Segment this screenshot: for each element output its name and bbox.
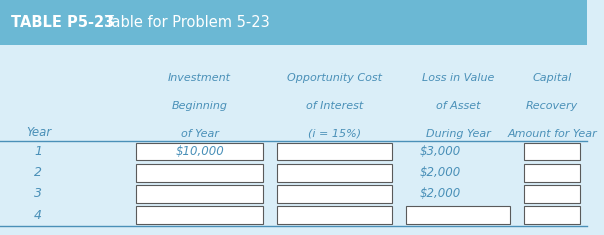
Text: $2,000: $2,000 <box>420 187 461 200</box>
Text: of Interest: of Interest <box>306 101 364 111</box>
FancyBboxPatch shape <box>0 0 587 45</box>
FancyBboxPatch shape <box>524 164 580 182</box>
FancyBboxPatch shape <box>137 164 263 182</box>
Text: Loss in Value: Loss in Value <box>422 73 494 83</box>
Text: Beginning: Beginning <box>172 101 228 111</box>
FancyBboxPatch shape <box>137 185 263 203</box>
Text: 2: 2 <box>34 166 42 179</box>
Text: $3,000: $3,000 <box>420 145 461 158</box>
Text: 4: 4 <box>34 208 42 222</box>
FancyBboxPatch shape <box>277 143 392 161</box>
Text: Year: Year <box>27 126 52 139</box>
FancyBboxPatch shape <box>524 143 580 161</box>
Text: TABLE P5-23: TABLE P5-23 <box>10 15 114 30</box>
FancyBboxPatch shape <box>277 206 392 224</box>
FancyBboxPatch shape <box>137 143 263 161</box>
FancyBboxPatch shape <box>277 185 392 203</box>
FancyBboxPatch shape <box>524 185 580 203</box>
FancyBboxPatch shape <box>277 164 392 182</box>
Text: of Year: of Year <box>181 129 219 139</box>
Text: During Year: During Year <box>426 129 490 139</box>
Text: $2,000: $2,000 <box>420 166 461 179</box>
Text: Amount for Year: Amount for Year <box>507 129 597 139</box>
Text: 3: 3 <box>34 187 42 200</box>
FancyBboxPatch shape <box>524 206 580 224</box>
FancyBboxPatch shape <box>0 45 587 235</box>
FancyBboxPatch shape <box>137 206 263 224</box>
FancyBboxPatch shape <box>406 206 510 224</box>
Text: Opportunity Cost: Opportunity Cost <box>288 73 382 83</box>
Text: Investment: Investment <box>168 73 231 83</box>
Text: Table for Problem 5-23: Table for Problem 5-23 <box>91 15 270 30</box>
Text: $10,000: $10,000 <box>175 145 224 158</box>
Text: Recovery: Recovery <box>526 101 578 111</box>
Text: 1: 1 <box>34 145 42 158</box>
Text: Capital: Capital <box>532 73 571 83</box>
Text: of Asset: of Asset <box>435 101 480 111</box>
Text: (i = 15%): (i = 15%) <box>308 129 361 139</box>
